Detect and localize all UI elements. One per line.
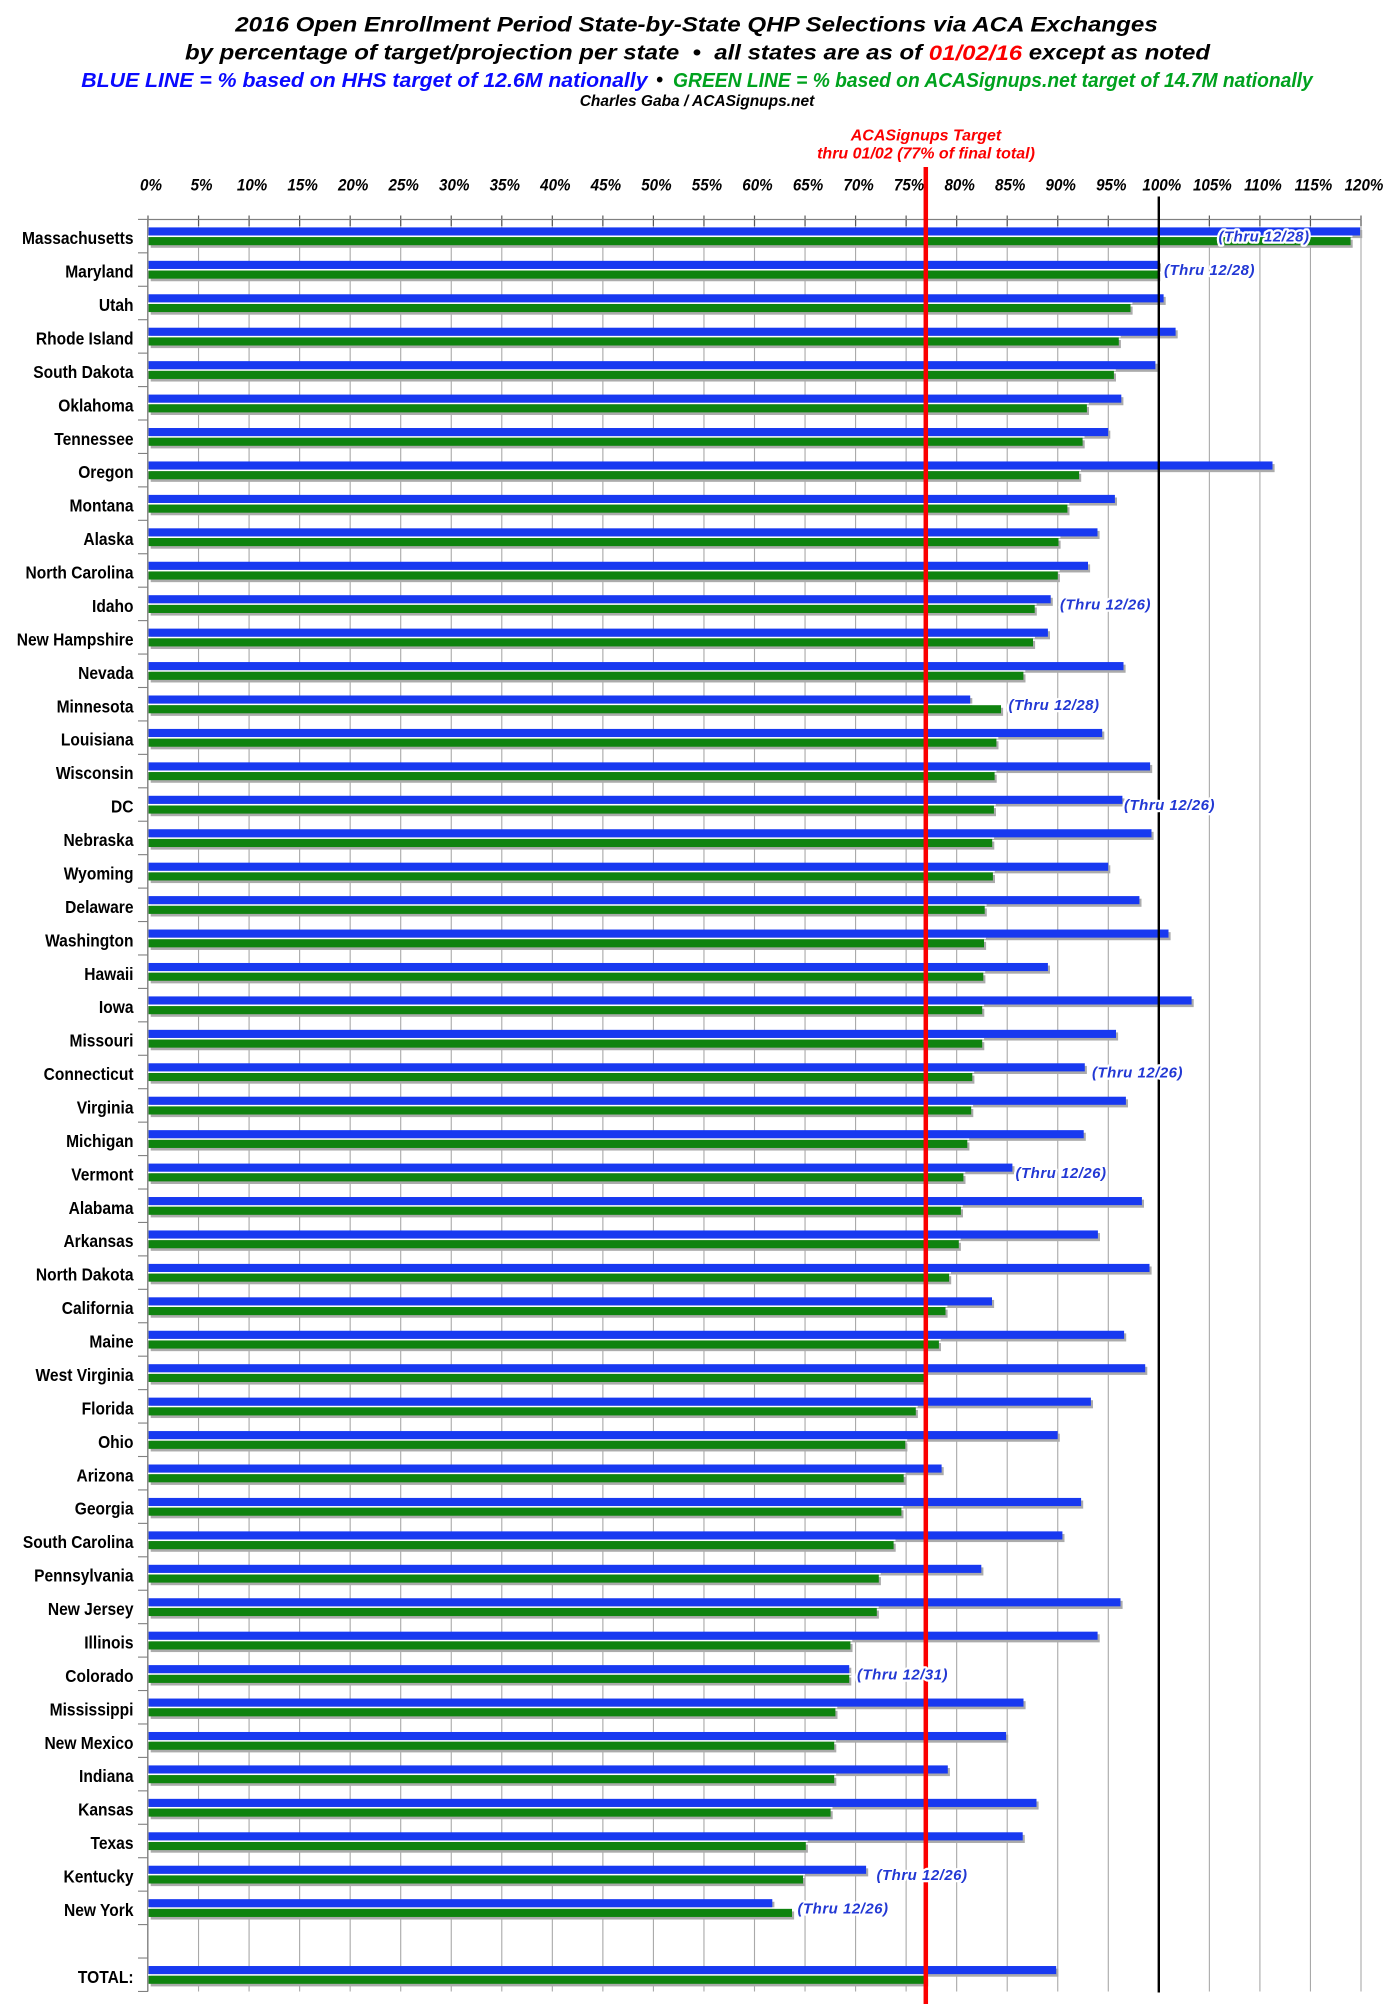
svg-text:(Thru 12/28): (Thru 12/28) (1164, 262, 1255, 279)
svg-text:15%: 15% (287, 176, 317, 195)
svg-text:Alabama: Alabama (69, 1198, 134, 1218)
svg-text:Louisiana: Louisiana (61, 730, 134, 750)
svg-text:35%: 35% (490, 176, 520, 195)
svg-text:Mississippi: Mississippi (50, 1699, 134, 1719)
svg-text:60%: 60% (742, 176, 772, 195)
svg-text:Massachusetts: Massachusetts (22, 228, 134, 248)
svg-text:Nevada: Nevada (78, 663, 134, 683)
svg-text:(Thru 12/26): (Thru 12/26) (1016, 1165, 1107, 1182)
svg-text:Michigan: Michigan (66, 1131, 133, 1151)
svg-text:Missouri: Missouri (70, 1031, 134, 1051)
svg-text:New York: New York (64, 1900, 134, 1920)
svg-text:75%: 75% (894, 176, 924, 195)
svg-text:Hawaii: Hawaii (84, 964, 133, 984)
svg-text:20%: 20% (337, 176, 368, 195)
svg-text:BLUE LINE = % based on HHS tar: BLUE LINE = % based on HHS target of 12.… (81, 70, 649, 92)
svg-text:5%: 5% (191, 176, 213, 195)
svg-text:55%: 55% (692, 176, 722, 195)
svg-text:DC: DC (111, 797, 133, 817)
svg-text:Oklahoma: Oklahoma (58, 395, 134, 415)
svg-text:Colorado: Colorado (65, 1666, 133, 1686)
svg-text:65%: 65% (793, 176, 823, 195)
svg-text:GREEN LINE = % based on ACASig: GREEN LINE = % based on ACASignups.net t… (673, 70, 1314, 92)
svg-text:(Thru 12/28): (Thru 12/28) (1009, 697, 1100, 714)
svg-text:40%: 40% (539, 176, 570, 195)
svg-text:(Thru 12/28): (Thru 12/28) (1219, 229, 1310, 246)
svg-text:ACASignups Target: ACASignups Target (850, 127, 1002, 144)
svg-text:West Virginia: West Virginia (36, 1365, 135, 1385)
svg-text:Nebraska: Nebraska (63, 830, 134, 850)
svg-text:Connecticut: Connecticut (44, 1064, 134, 1084)
svg-text:(Thru 12/26): (Thru 12/26) (1060, 597, 1151, 614)
svg-text:Washington: Washington (45, 930, 133, 950)
svg-text:Ohio: Ohio (98, 1432, 133, 1452)
svg-text:New Hampshire: New Hampshire (17, 629, 134, 649)
svg-text:South Dakota: South Dakota (33, 362, 134, 382)
svg-text:Kentucky: Kentucky (63, 1866, 134, 1886)
svg-text:(Thru 12/26): (Thru 12/26) (1124, 797, 1215, 814)
svg-text:Tennessee: Tennessee (54, 429, 133, 449)
svg-text:70%: 70% (843, 176, 873, 195)
svg-text:120%: 120% (1345, 176, 1384, 195)
svg-text:California: California (62, 1298, 134, 1318)
svg-text:Maine: Maine (89, 1331, 133, 1351)
svg-text:Idaho: Idaho (92, 596, 133, 616)
svg-text:Kansas: Kansas (78, 1800, 133, 1820)
svg-text:Indiana: Indiana (79, 1766, 134, 1786)
svg-text:95%: 95% (1096, 176, 1126, 195)
svg-text:10%: 10% (237, 176, 267, 195)
svg-text:by percentage of target/projec: by percentage of target/projection per s… (185, 41, 1211, 64)
svg-text:25%: 25% (388, 176, 419, 195)
svg-text:Virginia: Virginia (77, 1097, 134, 1117)
svg-text:Pennsylvania: Pennsylvania (34, 1566, 134, 1586)
svg-text:80%: 80% (944, 176, 974, 195)
svg-text:Vermont: Vermont (71, 1164, 134, 1184)
svg-text:New Jersey: New Jersey (48, 1599, 134, 1619)
svg-text:Arizona: Arizona (76, 1465, 134, 1485)
svg-text:30%: 30% (439, 176, 469, 195)
svg-text:115%: 115% (1295, 176, 1333, 195)
svg-text:South Carolina: South Carolina (23, 1532, 134, 1552)
svg-text:Wisconsin: Wisconsin (56, 763, 134, 783)
svg-text:(Thru 12/26): (Thru 12/26) (1092, 1065, 1183, 1082)
svg-text:Wyoming: Wyoming (64, 863, 134, 883)
svg-text:Delaware: Delaware (65, 897, 133, 917)
svg-text:Montana: Montana (70, 496, 135, 516)
svg-text:(Thru 12/26): (Thru 12/26) (877, 1867, 968, 1884)
svg-text:105%: 105% (1193, 176, 1232, 195)
svg-text:Alaska: Alaska (83, 529, 134, 549)
svg-text:110%: 110% (1244, 176, 1282, 195)
svg-text:2016 Open Enrollment Period St: 2016 Open Enrollment Period State-by-Sta… (234, 13, 1158, 36)
svg-text:Rhode Island: Rhode Island (36, 328, 134, 348)
svg-text:45%: 45% (590, 176, 621, 195)
svg-text:0%: 0% (140, 176, 162, 195)
svg-text:Iowa: Iowa (99, 997, 134, 1017)
svg-text:Oregon: Oregon (78, 462, 133, 482)
svg-text:100%: 100% (1142, 176, 1181, 195)
svg-text:thru 01/02 (77% of final total: thru 01/02 (77% of final total) (817, 145, 1035, 162)
svg-text:•: • (656, 70, 663, 92)
svg-text:Illinois: Illinois (84, 1632, 133, 1652)
svg-text:Utah: Utah (99, 295, 134, 315)
svg-text:North Dakota: North Dakota (36, 1265, 134, 1285)
svg-text:90%: 90% (1046, 176, 1076, 195)
svg-text:(Thru 12/26): (Thru 12/26) (798, 1901, 889, 1918)
svg-text:New Mexico: New Mexico (44, 1733, 133, 1753)
svg-text:Maryland: Maryland (65, 262, 133, 282)
svg-text:(Thru 12/31): (Thru 12/31) (857, 1666, 948, 1683)
svg-text:Florida: Florida (82, 1398, 134, 1418)
svg-text:Charles Gaba / ACASignups.net: Charles Gaba / ACASignups.net (580, 93, 815, 110)
svg-text:85%: 85% (995, 176, 1025, 195)
svg-text:North Carolina: North Carolina (25, 562, 134, 582)
svg-text:Minnesota: Minnesota (57, 696, 135, 716)
svg-text:50%: 50% (641, 176, 671, 195)
svg-text:Georgia: Georgia (75, 1499, 134, 1519)
svg-text:TOTAL:: TOTAL: (78, 1967, 134, 1987)
svg-text:Arkansas: Arkansas (63, 1231, 133, 1251)
svg-text:Texas: Texas (91, 1833, 134, 1853)
